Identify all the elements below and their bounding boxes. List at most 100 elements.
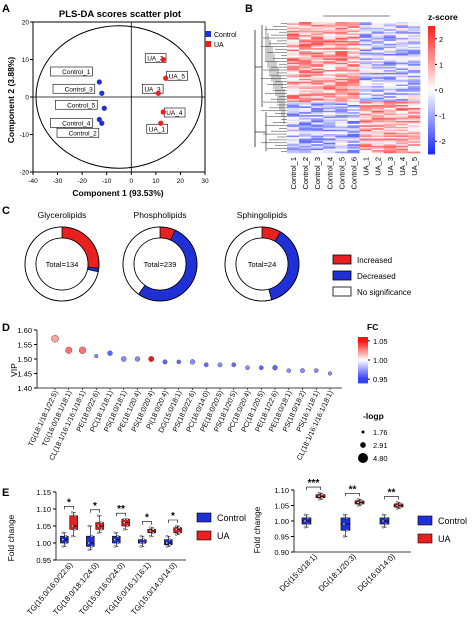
heatmap-cell	[383, 113, 397, 116]
heatmap-cell	[347, 52, 360, 55]
box-data-point	[395, 504, 399, 507]
heatmap-cell	[287, 119, 300, 122]
heatmap-cell	[383, 42, 397, 45]
heatmap-cell	[359, 62, 372, 65]
heatmap-cell	[323, 129, 336, 132]
heatmap-cell	[347, 132, 360, 135]
heatmap-cell	[359, 106, 372, 109]
heatmap-cell	[395, 24, 409, 27]
heatmap-cell	[299, 68, 312, 71]
heatmap-cell	[335, 136, 348, 139]
heatmap-cell	[407, 148, 421, 151]
heatmap-column-label: Control_6	[350, 157, 359, 190]
heatmap-cell	[383, 88, 397, 91]
heatmap-cell	[359, 81, 372, 84]
heatmap-cell	[323, 110, 336, 113]
box-data-point	[122, 528, 126, 531]
vip-fc-colorbar-segment	[358, 338, 368, 341]
heatmap-cell	[335, 120, 348, 123]
heatmap-cell	[287, 100, 300, 103]
heatmap-cell	[407, 84, 421, 87]
heatmap-cell	[371, 103, 385, 106]
heatmap-cell	[395, 91, 409, 94]
heatmap-cell	[287, 59, 300, 62]
heatmap-column-label: Control_5	[337, 157, 346, 190]
heatmap-cell	[347, 39, 360, 42]
heatmap-cell	[407, 129, 421, 132]
pca-point	[158, 120, 164, 126]
heatmap-cell	[383, 58, 397, 61]
heatmap-cell	[395, 132, 409, 135]
heatmap-cell	[407, 91, 421, 94]
heatmap-cell	[323, 128, 336, 131]
heatmap-cell	[383, 52, 397, 55]
heatmap-cell	[347, 144, 360, 147]
heatmap-cell	[371, 151, 385, 154]
heatmap-cell	[287, 75, 300, 78]
donut-legend-swatch	[332, 270, 352, 281]
heatmap-cell	[383, 150, 397, 152]
box-data-point	[139, 535, 143, 538]
heatmap-cell	[287, 128, 300, 131]
heatmap-cell	[347, 56, 360, 59]
heatmap-cell	[383, 90, 397, 93]
box-data-point	[320, 496, 324, 499]
heatmap-cell	[323, 55, 336, 58]
vip-bubble	[176, 359, 181, 365]
heatmap-cell	[287, 126, 300, 129]
heatmap-cell	[371, 87, 385, 90]
heatmap-cell	[335, 70, 348, 72]
heatmap-cell	[407, 125, 421, 128]
box-data-point	[142, 541, 146, 545]
donut-title: Phospholipids	[134, 210, 187, 220]
heatmap-cell	[383, 110, 397, 113]
panel-letter-d: D	[2, 322, 10, 334]
heatmap-cell	[299, 36, 312, 39]
heatmap-cell	[311, 86, 324, 88]
heatmap-cell	[323, 100, 336, 103]
heatmap-cell	[299, 46, 312, 49]
heatmap-cell	[311, 83, 324, 85]
heatmap-cell	[335, 134, 348, 136]
heatmap-colorbar-segment	[428, 115, 435, 120]
heatmap-cell	[311, 71, 324, 74]
box-y-tick-label: 1.00	[36, 539, 51, 548]
heatmap-cell	[407, 62, 421, 65]
heatmap-cell	[359, 70, 372, 72]
significance-bracket	[306, 486, 321, 491]
heatmap-cell	[359, 151, 372, 154]
donut-legend-label: No significance	[357, 288, 412, 297]
heatmap-cell	[311, 93, 324, 96]
heatmap-cell	[299, 118, 312, 120]
heatmap-cell	[359, 22, 372, 24]
box-data-point	[306, 522, 310, 526]
heatmap-cell	[359, 38, 372, 40]
box-legend-swatch	[196, 530, 212, 541]
heatmap-cell	[347, 46, 360, 49]
heatmap-colorbar-segment	[428, 141, 435, 145]
heatmap-cell	[383, 122, 397, 125]
heatmap-cell	[407, 29, 421, 32]
heatmap-cell	[395, 109, 409, 112]
box-data-point	[96, 514, 100, 517]
box-data-point	[61, 531, 65, 534]
heatmap-cell	[407, 55, 421, 58]
heatmap-cell	[371, 29, 385, 32]
box-iqr	[69, 515, 78, 530]
heatmap-cell	[347, 33, 360, 36]
heatmap-cell	[287, 99, 300, 101]
heatmap-cell	[359, 138, 372, 141]
heatmap-cell	[299, 55, 312, 58]
vip-bubble	[162, 359, 168, 365]
box-data-point	[73, 514, 77, 517]
heatmap-cell	[323, 151, 336, 154]
heatmap-cell	[335, 27, 348, 30]
heatmap-cell	[323, 83, 336, 85]
heatmap-cell	[347, 70, 360, 72]
heatmap-cell	[299, 119, 312, 122]
heatmap-cell	[407, 107, 421, 110]
heatmap-cell	[395, 122, 409, 125]
heatmap-cell	[383, 39, 397, 42]
heatmap-cell	[395, 70, 409, 72]
heatmap-cell	[383, 22, 397, 24]
